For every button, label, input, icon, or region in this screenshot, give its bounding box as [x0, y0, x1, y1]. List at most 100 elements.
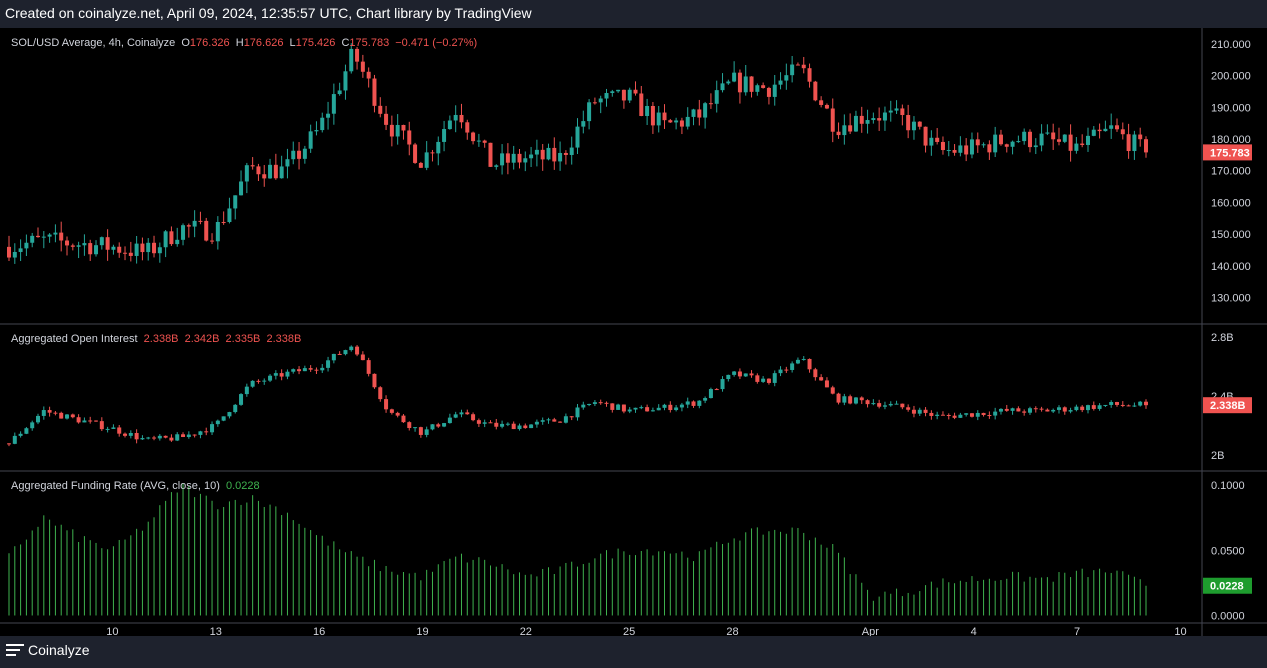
price-l: L175.426	[289, 37, 336, 49]
x-tick-label: 22	[520, 626, 532, 636]
fr-title: Aggregated Funding Rate (AVG, close, 10)	[11, 480, 220, 492]
candle-body	[18, 248, 23, 252]
price-symbol: SOL/USD Average, 4h, Coinalyze	[11, 37, 176, 49]
candle-body	[163, 435, 168, 438]
candle-body	[65, 414, 70, 419]
oi-title: Aggregated Open Interest	[11, 333, 138, 345]
candle-body	[836, 393, 841, 403]
candle-body	[993, 134, 998, 153]
candle-body	[308, 368, 313, 370]
candle-body	[7, 246, 11, 258]
candle-body	[262, 380, 267, 382]
candle-body	[65, 240, 70, 246]
candle-body	[1109, 402, 1114, 405]
candle-body	[453, 414, 458, 418]
candle-body	[1120, 129, 1125, 135]
candle-body	[476, 420, 481, 424]
candle-body	[517, 153, 522, 163]
x-tick-label: 19	[416, 626, 428, 636]
candle-body	[685, 116, 690, 127]
candle-body	[140, 243, 145, 253]
candle-body	[935, 414, 940, 416]
fr-last-value-label: 0.0228	[1210, 581, 1244, 593]
candle-body	[482, 140, 487, 143]
axes: 210.000200.000190.000180.000170.000160.0…	[106, 39, 1252, 638]
price-candles	[7, 43, 1148, 264]
candle-body	[291, 369, 296, 372]
candle-body	[1085, 405, 1090, 411]
candle-body	[146, 242, 151, 253]
candle-body	[389, 409, 394, 413]
candle-body	[181, 225, 186, 240]
candle-body	[1010, 141, 1015, 147]
candle-body	[1109, 125, 1114, 129]
candle-body	[911, 121, 916, 131]
candle-body	[540, 420, 545, 422]
candle-body	[186, 225, 191, 227]
candle-body	[215, 420, 220, 425]
candle-body	[18, 433, 23, 436]
candle-body	[650, 410, 655, 412]
candle-body	[871, 118, 876, 121]
chart-area[interactable]: 210.000 200.000 190.000 180.000 170.000 160.0…	[0, 28, 1267, 638]
candle-body	[413, 144, 418, 163]
price-ytick-label: 130.000	[1211, 293, 1251, 305]
candle-body	[360, 354, 365, 361]
candle-body	[563, 152, 568, 155]
brand[interactable]: Coinalyze	[6, 642, 89, 658]
oi-ytick-label: 2B	[1211, 450, 1224, 462]
candle-body	[743, 373, 748, 377]
price-ytick-label: 140.000	[1211, 261, 1251, 273]
candle-body	[1132, 134, 1137, 152]
candle-body	[772, 373, 777, 383]
candle-body	[36, 235, 41, 238]
candle-body	[111, 246, 116, 250]
candle-body	[940, 414, 945, 416]
candle-body	[755, 85, 760, 92]
candle-body	[697, 109, 702, 118]
candle-body	[958, 145, 963, 153]
candle-body	[465, 412, 470, 415]
header-bar: Created on coinalyze.net, April 09, 2024…	[0, 0, 1267, 28]
candle-body	[703, 103, 708, 118]
candle-body	[424, 429, 429, 435]
candle-body	[1056, 139, 1061, 142]
candle-body	[401, 124, 406, 131]
candle-body	[917, 121, 922, 127]
candle-body	[940, 141, 945, 151]
candle-body	[215, 221, 220, 242]
candle-body	[877, 118, 882, 121]
candle-body	[59, 232, 64, 241]
candle-body	[1045, 132, 1050, 134]
candle-body	[610, 91, 615, 94]
candle-body	[192, 434, 197, 436]
candle-body	[952, 415, 957, 418]
candle-body	[616, 89, 621, 92]
candle-body	[882, 405, 887, 407]
candle-body	[88, 243, 93, 255]
candle-body	[471, 132, 476, 142]
price-change: −0.471 (−0.27%)	[395, 37, 478, 49]
candle-body	[633, 89, 638, 94]
candle-body	[471, 414, 476, 421]
candle-body	[30, 422, 35, 429]
candle-body	[378, 387, 383, 400]
footer-bar: Coinalyze	[0, 636, 1267, 668]
candle-body	[128, 432, 133, 436]
candle-body	[384, 113, 389, 125]
candle-body	[1004, 408, 1009, 411]
chart-svg[interactable]: 210.000200.000190.000180.000170.000160.0…	[0, 28, 1267, 638]
candle-body	[389, 124, 394, 137]
candle-body	[1144, 139, 1148, 153]
candle-body	[204, 431, 209, 433]
candle-body	[813, 369, 818, 378]
menu-icon[interactable]	[6, 643, 24, 657]
candle-body	[163, 231, 168, 248]
candle-body	[848, 396, 853, 404]
candle-body	[204, 220, 209, 241]
candle-body	[1114, 402, 1119, 405]
candle-body	[859, 115, 864, 124]
candle-body	[331, 353, 336, 361]
candle-body	[343, 350, 348, 355]
candle-body	[842, 396, 847, 403]
